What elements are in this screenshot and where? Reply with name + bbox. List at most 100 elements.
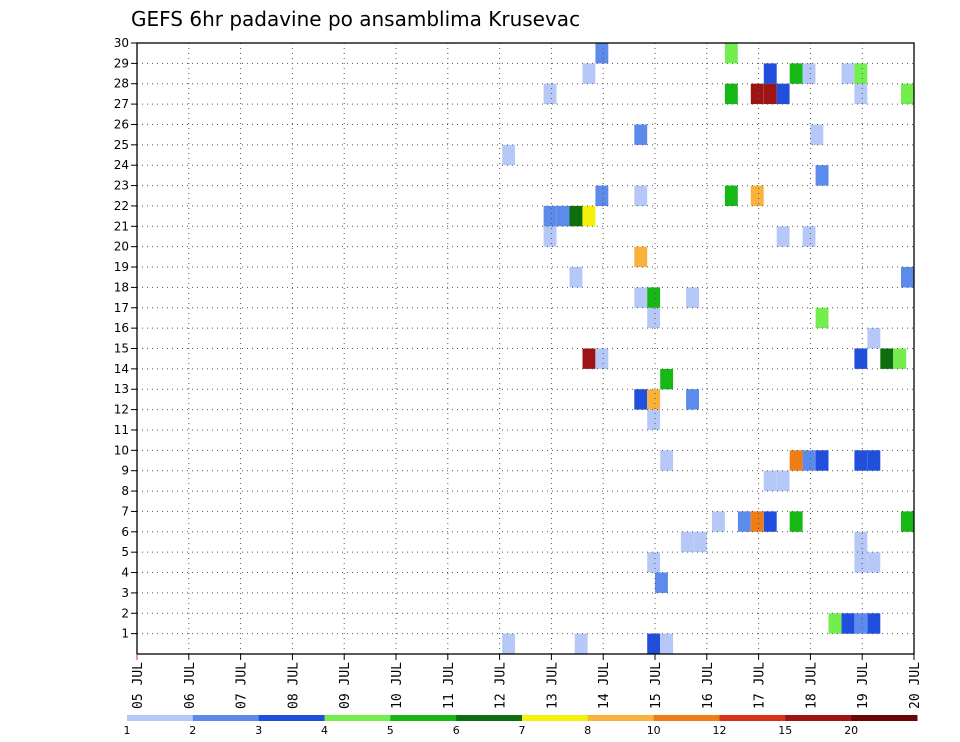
x-tick-label: 11 JUL (442, 662, 457, 709)
precip-cell (854, 552, 868, 573)
precip-cell (776, 226, 790, 247)
precip-cell (789, 450, 803, 471)
legend-label: 4 (321, 724, 328, 737)
y-axis-ticks: 1234567891011121314151617181920212223242… (114, 36, 137, 641)
legend-label: 20 (844, 724, 858, 737)
precip-cell (660, 450, 674, 471)
precip-cell (647, 307, 661, 329)
precip-cell (828, 613, 842, 634)
precip-cell (763, 470, 777, 492)
y-tick-label: 23 (114, 179, 129, 193)
precip-cell (724, 185, 738, 206)
legend-swatch (258, 715, 325, 721)
precip-cell (634, 287, 648, 308)
precip-cell (763, 83, 777, 105)
x-tick-label: 20 JUL (908, 662, 923, 709)
precip-cell (647, 389, 661, 410)
precip-cell (595, 348, 609, 369)
precip-cell (776, 470, 790, 492)
precip-cell (802, 63, 816, 84)
y-tick-label: 16 (114, 321, 129, 335)
precip-cell (901, 267, 914, 288)
y-tick-label: 2 (121, 606, 129, 620)
legend-swatch (390, 715, 457, 721)
precip-cell (647, 633, 661, 654)
precip-cell (893, 348, 907, 369)
precip-cell (750, 83, 764, 105)
x-tick-label: 16 JUL (701, 662, 716, 709)
x-tick-label: 15 JUL (649, 662, 664, 709)
y-tick-label: 3 (121, 586, 129, 600)
y-tick-label: 4 (121, 566, 129, 580)
precip-cell (789, 63, 803, 84)
legend-swatch (127, 715, 194, 721)
precip-cell (582, 63, 596, 84)
precip-cell (502, 144, 516, 166)
y-tick-label: 26 (114, 117, 129, 131)
precip-cell (543, 226, 557, 247)
precip-cell (647, 409, 661, 430)
precip-cell (901, 83, 914, 105)
precip-cell (854, 613, 868, 634)
y-tick-label: 20 (114, 240, 129, 254)
precip-cell (595, 185, 609, 206)
precip-cell (574, 633, 588, 654)
precip-cell (815, 165, 829, 186)
precip-cell (789, 511, 803, 532)
y-tick-label: 14 (114, 362, 129, 376)
precip-cell (712, 511, 725, 532)
y-tick-label: 12 (114, 403, 129, 417)
x-tick-label: 07 JUL (235, 662, 250, 709)
precip-cell (634, 246, 648, 268)
precip-cell (595, 43, 609, 64)
precip-cell (867, 328, 881, 349)
y-tick-label: 29 (114, 56, 129, 70)
y-tick-label: 27 (114, 97, 129, 111)
gridlines (137, 43, 914, 654)
precip-cell (750, 511, 764, 532)
y-tick-label: 6 (121, 525, 129, 539)
y-tick-label: 7 (121, 504, 129, 518)
legend-label: 2 (189, 724, 196, 737)
x-tick-label: 13 JUL (545, 662, 560, 709)
x-tick-label: 08 JUL (286, 662, 301, 709)
precip-cell (582, 348, 596, 369)
y-tick-label: 18 (114, 280, 129, 294)
precip-cell (810, 124, 824, 145)
legend-swatch (456, 715, 523, 721)
legend-swatch (192, 715, 260, 721)
legend-label: 10 (647, 724, 661, 737)
color-legend: 1 2 3 4 5 6 7 8 10 12 15 20 (124, 715, 918, 737)
y-tick-label: 25 (114, 138, 129, 152)
precip-cell (724, 43, 738, 64)
y-tick-label: 10 (114, 443, 129, 457)
legend-label: 5 (387, 724, 394, 737)
legend-swatch (719, 715, 786, 721)
precip-cell (660, 368, 674, 390)
precip-cell (880, 348, 894, 369)
precip-cell (680, 531, 694, 553)
precip-cell (841, 63, 855, 84)
x-tick-label: 09 JUL (338, 662, 353, 709)
precip-cell (901, 511, 914, 532)
precip-cell (686, 287, 699, 308)
precip-cell (763, 511, 777, 532)
precip-cell (854, 83, 868, 105)
precip-cell (686, 389, 699, 410)
precip-cell (543, 205, 557, 227)
precip-cell (569, 267, 583, 288)
y-tick-label: 17 (114, 301, 129, 315)
x-axis-ticks: 05 JUL 06 JUL 07 JUL 08 JUL 09 JUL 10 JUL 11 J… (131, 654, 923, 709)
legend-label: 6 (453, 724, 460, 737)
precip-cell (634, 124, 648, 145)
chart-title: GEFS 6hr padavine po ansamblima Krusevac (131, 7, 580, 31)
precip-cell (867, 450, 881, 471)
y-tick-label: 5 (121, 545, 129, 559)
legend-swatch (785, 715, 852, 721)
precip-cell (569, 205, 583, 227)
y-tick-label: 21 (114, 219, 129, 233)
precip-cell (815, 307, 829, 329)
legend-swatch (522, 715, 589, 721)
precip-cell (647, 287, 661, 308)
